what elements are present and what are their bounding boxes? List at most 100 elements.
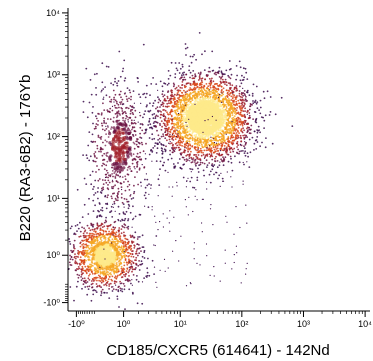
density-point	[209, 181, 212, 184]
density-point	[160, 149, 163, 152]
density-point	[120, 267, 123, 270]
density-point	[148, 121, 151, 123]
density-point	[233, 88, 236, 90]
density-point	[220, 76, 223, 79]
density-point	[97, 136, 100, 138]
density-point	[79, 242, 82, 245]
density-point	[230, 161, 233, 164]
density-point	[111, 238, 114, 241]
density-point	[228, 101, 231, 104]
density-point	[187, 105, 190, 107]
density-point	[189, 168, 192, 170]
density-point	[212, 146, 215, 149]
density-point	[211, 137, 214, 139]
density-point	[81, 277, 84, 280]
density-point	[225, 101, 228, 104]
density-point	[227, 144, 230, 146]
density-point	[229, 128, 232, 131]
density-point	[213, 109, 217, 114]
density-point	[191, 105, 195, 109]
density-point	[200, 151, 203, 154]
density-point	[176, 116, 179, 119]
density-point	[135, 267, 137, 269]
density-point	[195, 116, 199, 120]
density-point	[196, 129, 200, 133]
density-point	[215, 155, 217, 158]
density-point	[181, 106, 183, 109]
density-point	[131, 235, 134, 238]
density-point	[114, 280, 117, 283]
density-point	[117, 103, 120, 106]
density-point	[252, 83, 255, 86]
density-point	[181, 145, 184, 147]
density-point	[186, 90, 189, 93]
density-point	[208, 77, 211, 80]
density-point	[208, 162, 211, 164]
density-point	[101, 288, 104, 291]
density-point	[220, 136, 223, 138]
density-point	[142, 150, 145, 153]
density-point	[168, 102, 170, 105]
density-point	[136, 302, 139, 305]
density-point	[111, 197, 113, 200]
density-point	[114, 240, 117, 243]
density-point	[202, 141, 205, 144]
density-point	[221, 107, 224, 110]
density-point	[119, 246, 122, 249]
density-point	[117, 181, 119, 184]
density-point	[73, 245, 75, 248]
density-point	[96, 267, 98, 270]
density-point	[219, 132, 222, 135]
density-point	[232, 150, 235, 153]
density-point	[113, 96, 115, 99]
density-point	[206, 130, 210, 134]
density-point	[177, 85, 180, 87]
density-point	[206, 87, 209, 89]
density-point	[231, 136, 233, 139]
density-point	[103, 284, 105, 286]
density-point	[163, 94, 166, 96]
density-point	[97, 274, 100, 277]
density-point	[215, 100, 218, 103]
density-point	[206, 145, 209, 148]
density-point	[201, 53, 203, 56]
density-point	[180, 167, 183, 170]
density-point	[166, 127, 168, 130]
density-point	[93, 194, 95, 196]
density-point	[244, 143, 247, 146]
density-point	[182, 176, 185, 179]
density-point	[75, 261, 78, 264]
density-point	[128, 189, 131, 191]
density-point	[236, 142, 239, 145]
density-point	[172, 139, 175, 141]
density-point	[78, 235, 81, 238]
density-point	[106, 160, 109, 163]
density-point	[101, 148, 104, 151]
density-point	[225, 99, 228, 102]
density-point	[133, 190, 136, 193]
density-point	[198, 164, 201, 167]
density-point	[100, 292, 103, 294]
density-point	[260, 116, 263, 118]
density-point	[174, 127, 177, 130]
density-point	[122, 242, 124, 244]
density-point	[77, 253, 80, 256]
density-point	[105, 281, 108, 284]
density-point	[86, 116, 89, 119]
density-point	[192, 80, 195, 83]
density-point	[123, 288, 126, 291]
density-point	[204, 97, 207, 99]
density-point	[254, 120, 257, 123]
density-point	[109, 118, 112, 121]
density-point	[238, 106, 241, 109]
density-point	[131, 162, 134, 165]
density-point	[103, 168, 106, 171]
density-point	[227, 74, 230, 77]
density-point	[155, 107, 157, 110]
density-point	[140, 250, 142, 253]
density-point	[213, 148, 216, 151]
density-point	[118, 227, 121, 229]
density-point	[102, 233, 105, 235]
density-point	[189, 82, 192, 85]
density-point	[100, 281, 103, 284]
